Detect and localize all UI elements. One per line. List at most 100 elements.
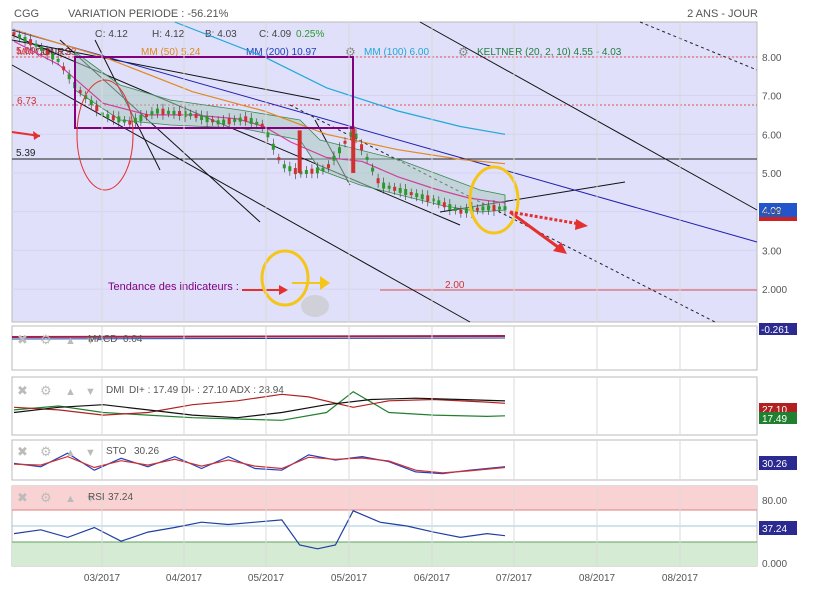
price-y-axis: 8.00 7.00 6.00 5.00 4.00 3.00 2.000 — [762, 53, 787, 296]
tendance-grey-blob — [301, 295, 329, 317]
sto-close-icon[interactable]: ✖ — [17, 444, 28, 459]
rsi-axis-badge — [759, 521, 797, 535]
sto-value: 30.26 — [134, 446, 159, 457]
macd-close-icon[interactable]: ✖ — [17, 332, 28, 347]
price-candle — [205, 116, 209, 123]
dmi-close-icon[interactable]: ✖ — [17, 383, 28, 398]
price-candle — [293, 168, 297, 175]
price-candle — [431, 198, 435, 202]
sto--d-line — [13, 455, 506, 474]
price-candle — [503, 206, 507, 211]
macd-axis-label: -0.261 — [761, 325, 790, 336]
dmi-down-icon[interactable]: ▼ — [85, 386, 96, 398]
price-candle — [360, 144, 364, 151]
price-candle — [349, 132, 353, 137]
macd-down-icon[interactable]: ▼ — [85, 335, 96, 347]
price-candle — [78, 90, 82, 94]
projection-arrow-solid — [509, 210, 563, 252]
price-candle — [288, 166, 292, 172]
price-candle — [29, 39, 33, 46]
price-candle — [426, 195, 430, 202]
price-candle — [486, 205, 490, 211]
ohlc-high: H: 4.12 — [152, 29, 185, 40]
macd-label: MACD — [88, 334, 117, 345]
level-label-200: 2.00 — [445, 280, 465, 291]
dmi-axis-badge-green — [759, 412, 797, 424]
price-candle — [51, 53, 55, 60]
price-candle — [183, 111, 187, 118]
price-tick-label: 6.00 — [762, 130, 782, 141]
price-candle — [310, 168, 314, 174]
price-tick-label: 4.00 — [762, 208, 782, 219]
x-tick-label: 04/2017 — [166, 573, 203, 584]
price-candle — [404, 189, 408, 196]
last-price-badge-accent — [759, 217, 797, 221]
price-candle — [354, 133, 358, 139]
price-candle — [34, 43, 38, 47]
rsi-close-icon[interactable]: ✖ — [17, 490, 28, 505]
ma-line — [13, 29, 506, 165]
gear-icon[interactable]: ⚙ — [345, 45, 356, 59]
price-candle — [139, 114, 143, 121]
ticker-label: CGG — [14, 8, 39, 20]
legend-mm100: MM (100) 6.00 — [364, 47, 429, 58]
legend-mm200: MM (200) 10.97 — [246, 47, 317, 58]
level-label-500: 5.00 — [16, 46, 36, 57]
price-candle — [211, 119, 215, 123]
price-candle — [194, 113, 198, 118]
rsi-overbought-zone — [12, 486, 757, 510]
price-tick-label: 3.00 — [762, 246, 782, 257]
rsi-axis-label: 37.24 — [762, 524, 787, 535]
price-candle — [481, 206, 485, 211]
sto-axis-badge — [759, 456, 797, 470]
macd-line — [11, 335, 506, 338]
dmi-up-icon[interactable]: ▲ — [65, 386, 76, 398]
sto-down-icon[interactable]: ▼ — [85, 447, 96, 459]
price-candle — [189, 113, 193, 117]
price-candle — [304, 169, 308, 174]
price-candle — [111, 115, 115, 121]
rsi-up-icon[interactable]: ▲ — [65, 493, 76, 505]
dmi-axis-label-di-plus: 17.49 — [762, 414, 787, 425]
macd-up-icon[interactable]: ▲ — [65, 335, 76, 347]
price-candle — [166, 110, 170, 114]
price-candle — [459, 209, 463, 214]
projection-arrow-dotted — [509, 210, 581, 226]
sto-gear-icon[interactable]: ⚙ — [40, 444, 52, 459]
rsi-series — [13, 510, 506, 550]
arrow-head — [279, 285, 288, 295]
period-label[interactable]: 2 ANS - JOUR — [687, 8, 758, 20]
price-candle — [18, 34, 22, 39]
level-label-539: 5.39 — [16, 148, 36, 159]
x-tick-label: 03/2017 — [84, 573, 121, 584]
rsi-gear-icon[interactable]: ⚙ — [40, 490, 52, 505]
sto-up-icon[interactable]: ▲ — [65, 447, 76, 459]
macd-gear-icon[interactable]: ⚙ — [40, 332, 52, 347]
price-candle — [387, 185, 391, 189]
price-candle — [161, 108, 165, 115]
sto-label: STO — [106, 446, 127, 457]
rsi-oversold-zone — [12, 542, 757, 566]
price-candle — [266, 132, 270, 138]
price-candle — [492, 204, 496, 211]
rsi-tick-0: 0.000 — [762, 559, 787, 570]
price-candle — [398, 187, 402, 193]
dmi-gear-icon[interactable]: ⚙ — [40, 383, 52, 398]
price-candle — [255, 121, 259, 125]
rsi-down-icon[interactable]: ▼ — [85, 493, 96, 505]
price-candle — [371, 167, 375, 172]
price-candle — [67, 74, 71, 80]
price-candle — [409, 192, 413, 196]
gear-icon[interactable]: ⚙ — [458, 45, 469, 59]
price-candle — [106, 114, 110, 119]
tendance-yellow-circle — [260, 249, 310, 307]
x-tick-label: 05/2017 — [248, 573, 285, 584]
price-candle — [337, 147, 341, 154]
price-candle — [437, 200, 441, 205]
price-candle — [497, 206, 501, 210]
last-price-badge — [759, 203, 797, 217]
price-candle — [178, 110, 182, 116]
price-candle — [56, 58, 60, 62]
price-candle-drop — [351, 126, 356, 173]
